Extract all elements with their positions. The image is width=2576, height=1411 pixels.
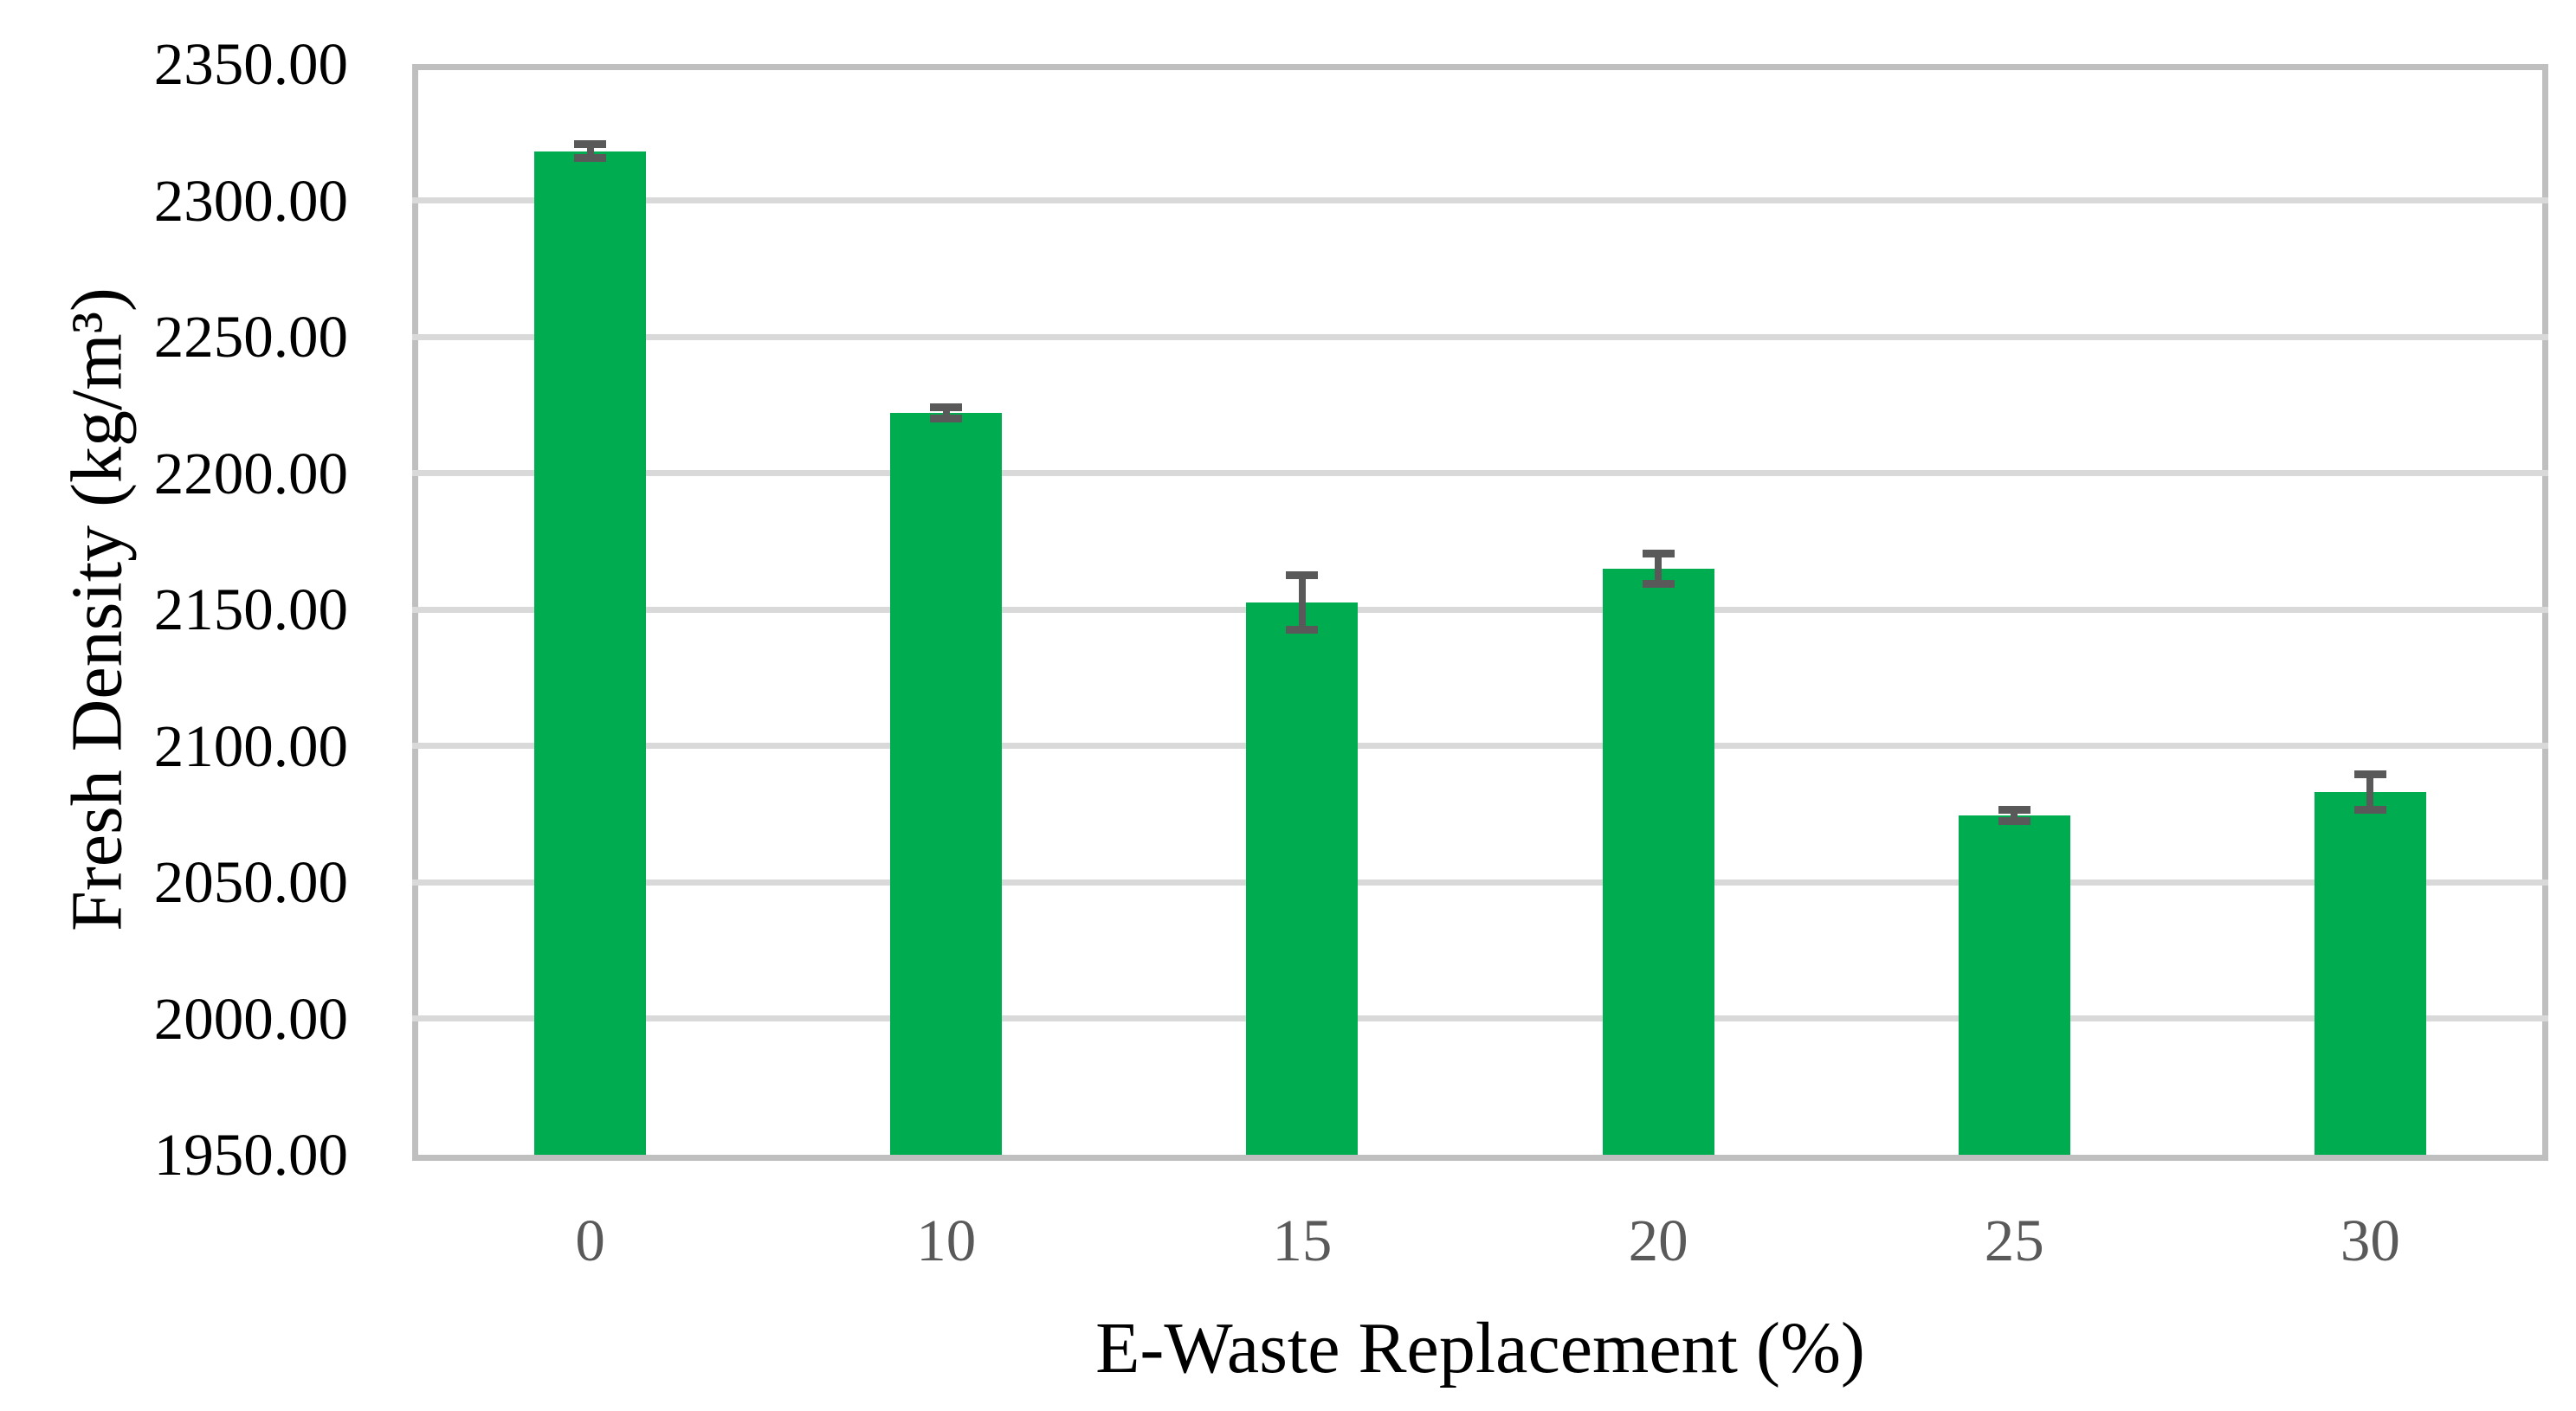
bar [2314,792,2426,1155]
y-tick-label: 2250.00 [153,304,348,370]
error-bar-stem [942,407,950,419]
gridline [412,470,2548,476]
error-bar-stem [2011,809,2018,821]
gridline [412,1015,2548,1021]
x-tick-label: 15 [1272,1208,1333,1273]
error-bar-cap-bottom [574,154,607,163]
gridline [412,743,2548,749]
error-bar-cap-top [1998,806,2030,815]
y-tick-label: 2050.00 [153,849,348,915]
bar [1958,815,2070,1155]
y-tick-label: 2150.00 [153,577,348,642]
bar [534,151,647,1155]
x-tick-label: 30 [2340,1208,2400,1273]
plot-area [412,64,2548,1161]
x-axis-title: E-Waste Replacement (%) [1095,1308,1865,1388]
error-bar-stem [1298,575,1306,630]
gridline [412,197,2548,203]
error-bar-cap-bottom [1998,816,2030,825]
gridline [412,606,2548,613]
error-bar-cap-top [574,140,607,149]
error-bar-cap-bottom [2353,806,2386,815]
y-tick-label: 2200.00 [153,440,348,506]
gridline [412,333,2548,340]
error-bar-cap-bottom [1642,579,1675,588]
error-bar-cap-bottom [930,415,963,422]
y-tick-label: 2350.00 [153,31,348,97]
error-bar-cap-bottom [1286,626,1319,635]
y-tick-label: 2000.00 [153,985,348,1052]
gridline [412,879,2548,886]
error-bar-cap-top [1286,571,1319,580]
x-tick-label: 0 [575,1208,605,1273]
bar [890,413,1003,1155]
y-tick-label: 1950.00 [153,1122,348,1188]
error-bar-stem [586,144,594,158]
x-tick-label: 10 [916,1208,977,1273]
x-tick-label: 20 [1628,1208,1688,1273]
error-bar-cap-top [930,403,963,412]
error-bar-stem [1655,553,1662,584]
error-bar-cap-top [2353,770,2386,779]
bar [1602,568,1714,1155]
y-tick-label: 2300.00 [153,167,348,234]
y-tick-label: 2100.00 [153,712,348,779]
error-bar-stem [2366,774,2374,810]
bar [1246,602,1359,1155]
error-bar-cap-top [1642,549,1675,557]
x-tick-label: 25 [1984,1208,2044,1273]
